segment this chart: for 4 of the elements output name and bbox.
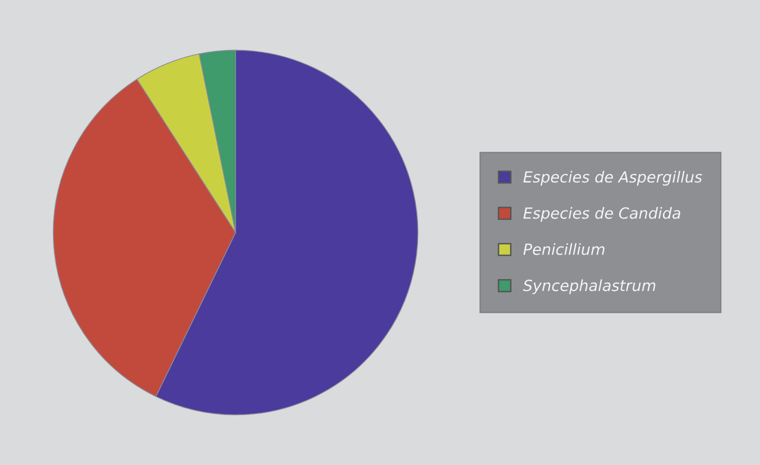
legend-label: Syncephalastrum [523,279,656,294]
legend-label: Especies de Aspergillus [523,170,702,186]
legend-label: Penicillium [523,243,604,256]
legend-label: Especies de Candida [523,207,680,222]
